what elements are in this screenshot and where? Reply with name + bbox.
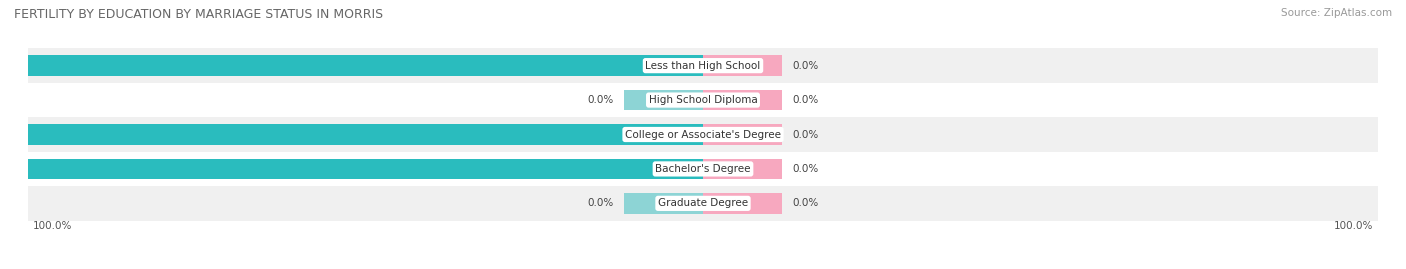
Bar — [28, 117, 1378, 152]
Bar — [0, 55, 703, 76]
Text: 0.0%: 0.0% — [793, 95, 818, 105]
Text: 0.0%: 0.0% — [793, 164, 818, 174]
Bar — [703, 55, 782, 76]
Text: 100.0%: 100.0% — [34, 221, 73, 231]
Bar — [624, 193, 703, 214]
Bar — [703, 159, 782, 179]
Text: 0.0%: 0.0% — [793, 198, 818, 208]
Bar — [28, 83, 1378, 117]
Bar — [703, 124, 782, 145]
Bar — [28, 152, 1378, 186]
Text: Graduate Degree: Graduate Degree — [658, 198, 748, 208]
Text: Bachelor's Degree: Bachelor's Degree — [655, 164, 751, 174]
Bar — [624, 90, 703, 110]
Bar — [0, 159, 703, 179]
Text: FERTILITY BY EDUCATION BY MARRIAGE STATUS IN MORRIS: FERTILITY BY EDUCATION BY MARRIAGE STATU… — [14, 8, 384, 21]
Text: 0.0%: 0.0% — [588, 95, 613, 105]
Bar — [28, 186, 1378, 221]
Text: 0.0%: 0.0% — [793, 129, 818, 140]
Text: 100.0%: 100.0% — [1333, 221, 1372, 231]
Bar — [703, 193, 782, 214]
Bar — [703, 90, 782, 110]
Text: College or Associate's Degree: College or Associate's Degree — [626, 129, 780, 140]
Text: Less than High School: Less than High School — [645, 61, 761, 71]
Text: 0.0%: 0.0% — [588, 198, 613, 208]
Text: 0.0%: 0.0% — [793, 61, 818, 71]
Text: Source: ZipAtlas.com: Source: ZipAtlas.com — [1281, 8, 1392, 18]
Bar — [28, 48, 1378, 83]
Bar — [0, 124, 703, 145]
Text: High School Diploma: High School Diploma — [648, 95, 758, 105]
